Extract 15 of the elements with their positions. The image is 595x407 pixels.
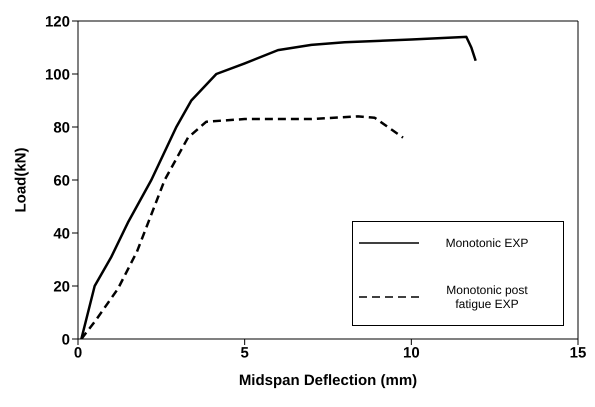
x-tick-label: 10	[402, 344, 420, 362]
y-axis-title: Load(kN)	[12, 148, 30, 212]
y-tick-label: 40	[53, 225, 70, 242]
y-tick-label: 100	[44, 66, 70, 84]
x-axis-title: Midspan Deflection (mm)	[238, 372, 418, 389]
x-tick-label: 0	[74, 344, 82, 362]
legend-label: Monotonic post fatigue EXP	[445, 283, 529, 311]
y-tick-label: 60	[53, 172, 70, 190]
y-tick-label: 20	[53, 278, 70, 296]
x-tick-label: 15	[570, 344, 586, 362]
y-tick-label: 0	[62, 331, 70, 348]
y-tick-label: 80	[53, 119, 70, 136]
x-tick-label: 5	[240, 344, 249, 362]
legend-label: Monotonic EXP	[444, 236, 530, 250]
y-tick-label: 120	[44, 13, 70, 30]
